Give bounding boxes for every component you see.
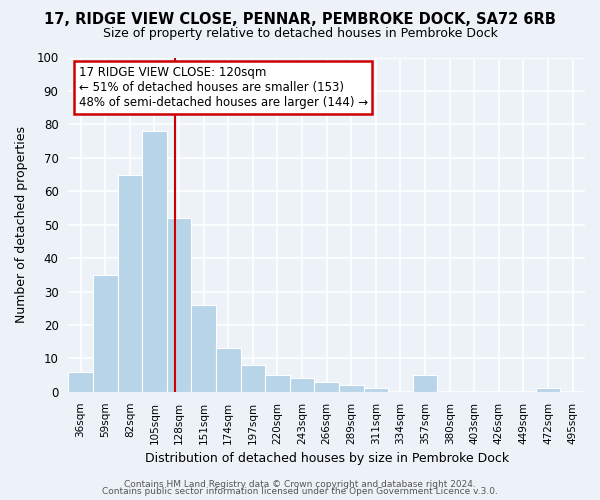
- Bar: [216, 348, 241, 392]
- Text: Size of property relative to detached houses in Pembroke Dock: Size of property relative to detached ho…: [103, 28, 497, 40]
- Bar: [68, 372, 93, 392]
- Bar: [118, 174, 142, 392]
- Bar: [167, 218, 191, 392]
- Bar: [93, 275, 118, 392]
- Bar: [290, 378, 314, 392]
- Bar: [265, 375, 290, 392]
- Bar: [413, 375, 437, 392]
- Y-axis label: Number of detached properties: Number of detached properties: [15, 126, 28, 323]
- Bar: [191, 305, 216, 392]
- Bar: [364, 388, 388, 392]
- Bar: [314, 382, 339, 392]
- Text: 17, RIDGE VIEW CLOSE, PENNAR, PEMBROKE DOCK, SA72 6RB: 17, RIDGE VIEW CLOSE, PENNAR, PEMBROKE D…: [44, 12, 556, 28]
- X-axis label: Distribution of detached houses by size in Pembroke Dock: Distribution of detached houses by size …: [145, 452, 509, 465]
- Bar: [142, 131, 167, 392]
- Bar: [536, 388, 560, 392]
- Bar: [339, 385, 364, 392]
- Text: 17 RIDGE VIEW CLOSE: 120sqm
← 51% of detached houses are smaller (153)
48% of se: 17 RIDGE VIEW CLOSE: 120sqm ← 51% of det…: [79, 66, 368, 109]
- Bar: [241, 365, 265, 392]
- Text: Contains HM Land Registry data © Crown copyright and database right 2024.: Contains HM Land Registry data © Crown c…: [124, 480, 476, 489]
- Text: Contains public sector information licensed under the Open Government Licence v.: Contains public sector information licen…: [102, 488, 498, 496]
